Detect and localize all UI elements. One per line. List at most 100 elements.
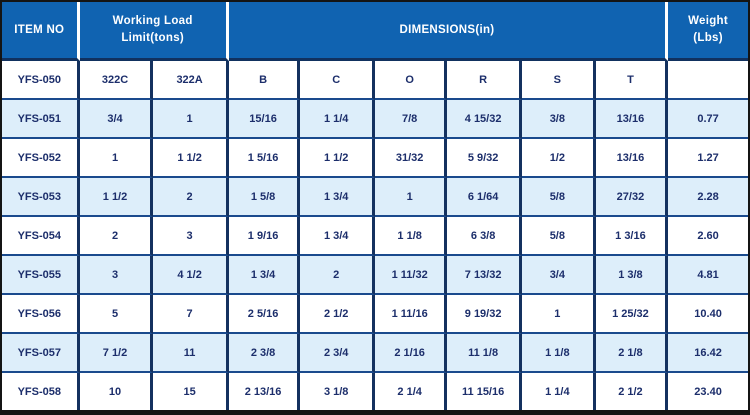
table-row: YFS-054 2 3 1 9/16 1 3/4 1 1/8 6 3/8 5/8… bbox=[2, 217, 748, 256]
item-no-cell: YFS-050 bbox=[2, 61, 80, 100]
value-cell: 1 3/4 bbox=[228, 256, 301, 295]
col-label-cell: S bbox=[521, 61, 596, 100]
weight-cell: 4.81 bbox=[668, 256, 748, 295]
table-body: YFS-050 322C 322A B C O R S T YFS-051 3/… bbox=[2, 61, 748, 410]
value-cell: 1 1/2 bbox=[153, 139, 229, 178]
value-cell: 1 11/16 bbox=[374, 295, 448, 334]
table-row: YFS-052 1 1 1/2 1 5/16 1 1/2 31/32 5 9/3… bbox=[2, 139, 748, 178]
value-cell: 4 15/32 bbox=[447, 100, 522, 139]
value-cell: 13/16 bbox=[595, 100, 669, 139]
value-cell: 2 bbox=[153, 178, 229, 217]
col-label-cell: B bbox=[228, 61, 301, 100]
col-label-cell: R bbox=[447, 61, 522, 100]
item-no-cell: YFS-058 bbox=[2, 373, 80, 410]
value-cell: 5/8 bbox=[521, 217, 596, 256]
value-cell: 1 5/8 bbox=[228, 178, 301, 217]
value-cell: 3 bbox=[79, 256, 154, 295]
table-row: YFS-058 10 15 2 13/16 3 1/8 2 1/4 11 15/… bbox=[2, 373, 748, 410]
value-cell: 13/16 bbox=[595, 139, 669, 178]
table-row: YFS-053 1 1/2 2 1 5/8 1 3/4 1 6 1/64 5/8… bbox=[2, 178, 748, 217]
weight-cell bbox=[668, 61, 748, 100]
value-cell: 2 bbox=[79, 217, 154, 256]
weight-cell: 16.42 bbox=[668, 334, 748, 373]
col-label-cell: T bbox=[595, 61, 669, 100]
value-cell: 2 1/16 bbox=[374, 334, 448, 373]
value-cell: 1 bbox=[153, 100, 229, 139]
value-cell: 1 bbox=[374, 178, 448, 217]
value-cell: 1/2 bbox=[521, 139, 596, 178]
value-cell: 3/8 bbox=[521, 100, 596, 139]
header-weight: Weight (Lbs) bbox=[668, 2, 748, 61]
value-cell: 7/8 bbox=[374, 100, 448, 139]
value-cell: 1 1/8 bbox=[521, 334, 596, 373]
item-no-cell: YFS-056 bbox=[2, 295, 80, 334]
table-row: YFS-057 7 1/2 11 2 3/8 2 3/4 2 1/16 11 1… bbox=[2, 334, 748, 373]
weight-cell: 2.28 bbox=[668, 178, 748, 217]
value-cell: 11 15/16 bbox=[447, 373, 522, 410]
value-cell: 6 3/8 bbox=[447, 217, 522, 256]
value-cell: 9 19/32 bbox=[447, 295, 522, 334]
table-row: YFS-051 3/4 1 15/16 1 1/4 7/8 4 15/32 3/… bbox=[2, 100, 748, 139]
table-row: YFS-055 3 4 1/2 1 3/4 2 1 11/32 7 13/32 … bbox=[2, 256, 748, 295]
item-no-cell: YFS-055 bbox=[2, 256, 80, 295]
value-cell: 3 1/8 bbox=[300, 373, 375, 410]
value-cell: 11 bbox=[153, 334, 229, 373]
value-cell: 2 bbox=[300, 256, 375, 295]
table-row: YFS-056 5 7 2 5/16 2 1/2 1 11/16 9 19/32… bbox=[2, 295, 748, 334]
value-cell: 2 1/8 bbox=[595, 334, 669, 373]
col-label-cell: 322C bbox=[79, 61, 154, 100]
value-cell: 7 1/2 bbox=[79, 334, 154, 373]
value-cell: 15 bbox=[153, 373, 229, 410]
header-working-load-line1: Working Load bbox=[112, 15, 193, 28]
value-cell: 11 1/8 bbox=[447, 334, 522, 373]
value-cell: 1 3/8 bbox=[595, 256, 669, 295]
header-row: ITEM NO Working Load Limit(tons) DIMENSI… bbox=[2, 2, 748, 61]
header-weight-line1: Weight bbox=[688, 15, 729, 28]
value-cell: 1 25/32 bbox=[595, 295, 669, 334]
value-cell: 1 1/2 bbox=[79, 178, 154, 217]
weight-cell: 1.27 bbox=[668, 139, 748, 178]
value-cell: 7 13/32 bbox=[447, 256, 522, 295]
value-cell: 10 bbox=[79, 373, 154, 410]
value-cell: 1 9/16 bbox=[228, 217, 301, 256]
value-cell: 3/4 bbox=[521, 256, 596, 295]
value-cell: 1 11/32 bbox=[374, 256, 448, 295]
value-cell: 27/32 bbox=[595, 178, 669, 217]
subheader-row: YFS-050 322C 322A B C O R S T bbox=[2, 61, 748, 100]
value-cell: 4 1/2 bbox=[153, 256, 229, 295]
value-cell: 2 1/2 bbox=[595, 373, 669, 410]
value-cell: 1 1/2 bbox=[300, 139, 375, 178]
value-cell: 5 9/32 bbox=[447, 139, 522, 178]
header-dimensions: DIMENSIONS(in) bbox=[228, 2, 669, 61]
item-no-cell: YFS-057 bbox=[2, 334, 80, 373]
value-cell: 1 3/16 bbox=[595, 217, 669, 256]
value-cell: 7 bbox=[153, 295, 229, 334]
header-working-load: Working Load Limit(tons) bbox=[79, 2, 229, 61]
item-no-cell: YFS-052 bbox=[2, 139, 80, 178]
value-cell: 1 1/4 bbox=[300, 100, 375, 139]
item-no-cell: YFS-053 bbox=[2, 178, 80, 217]
value-cell: 1 5/16 bbox=[228, 139, 301, 178]
value-cell: 1 3/4 bbox=[300, 217, 375, 256]
col-label-cell: C bbox=[300, 61, 375, 100]
header-weight-line2: (Lbs) bbox=[693, 32, 723, 44]
value-cell: 5 bbox=[79, 295, 154, 334]
value-cell: 2 3/8 bbox=[228, 334, 301, 373]
item-no-cell: YFS-054 bbox=[2, 217, 80, 256]
value-cell: 3 bbox=[153, 217, 229, 256]
value-cell: 2 3/4 bbox=[300, 334, 375, 373]
value-cell: 1 1/8 bbox=[374, 217, 448, 256]
value-cell: 1 3/4 bbox=[300, 178, 375, 217]
value-cell: 2 13/16 bbox=[228, 373, 301, 410]
value-cell: 1 1/4 bbox=[521, 373, 596, 410]
col-label-cell: O bbox=[374, 61, 448, 100]
value-cell: 2 5/16 bbox=[228, 295, 301, 334]
value-cell: 5/8 bbox=[521, 178, 596, 217]
value-cell: 1 bbox=[79, 139, 154, 178]
value-cell: 6 1/64 bbox=[447, 178, 522, 217]
weight-cell: 0.77 bbox=[668, 100, 748, 139]
value-cell: 15/16 bbox=[228, 100, 301, 139]
weight-cell: 2.60 bbox=[668, 217, 748, 256]
